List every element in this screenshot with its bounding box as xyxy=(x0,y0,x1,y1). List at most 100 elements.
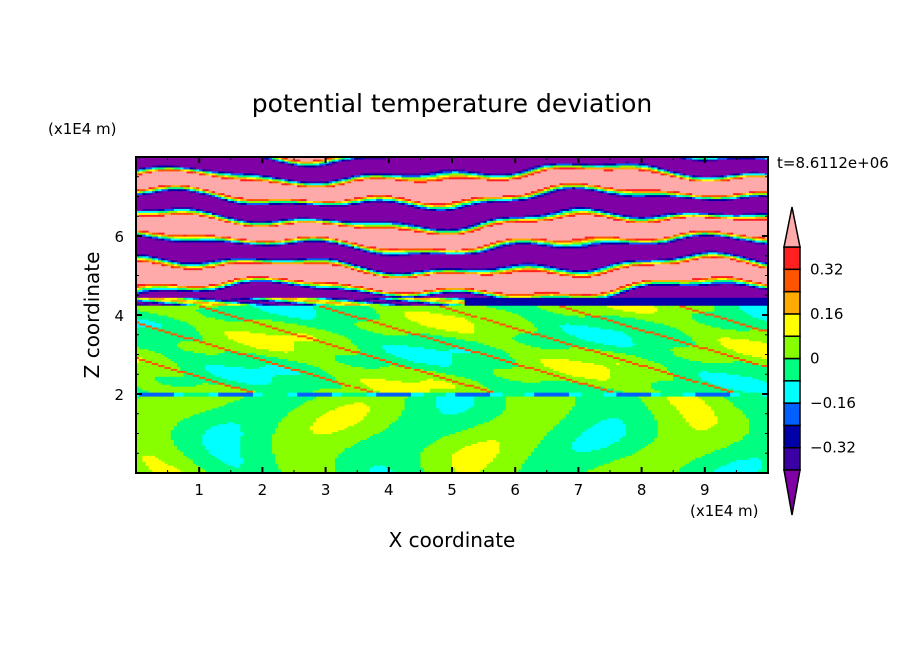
contour-cell xyxy=(685,216,706,219)
contour-cell xyxy=(189,186,194,190)
contour-cell xyxy=(673,174,677,178)
contour-cell xyxy=(401,174,421,178)
contour-cell xyxy=(350,313,380,316)
contour-cell xyxy=(749,338,769,342)
contour-cell xyxy=(136,224,245,227)
contour-cell xyxy=(363,269,368,273)
contour-cell xyxy=(477,315,523,318)
contour-cell xyxy=(398,228,409,231)
contour-cell xyxy=(499,245,504,249)
contour-cell xyxy=(654,439,741,442)
contour-cell xyxy=(271,360,298,363)
contour-cell xyxy=(338,257,658,261)
contour-cell xyxy=(420,251,431,255)
contour-cell xyxy=(136,218,219,221)
contour-cell xyxy=(591,267,595,271)
contour-cell xyxy=(474,386,482,389)
contour-cell xyxy=(559,305,567,308)
contour-cell xyxy=(692,158,700,162)
contour-cell xyxy=(205,168,213,172)
contour-cell xyxy=(733,279,741,283)
contour-cell xyxy=(208,287,216,290)
contour-cell xyxy=(224,285,229,288)
contour-cell xyxy=(136,176,222,180)
contour-cell xyxy=(199,305,207,308)
contour-cell xyxy=(739,283,747,286)
contour-cell xyxy=(347,261,352,265)
contour-cell xyxy=(758,236,766,239)
contour-cell xyxy=(581,360,627,363)
contour-cell xyxy=(208,212,213,215)
contour-cell xyxy=(613,390,624,393)
contour-cell xyxy=(167,285,178,288)
contour-cell xyxy=(136,318,150,322)
contour-cell xyxy=(470,378,510,381)
y-tick-label: 6 xyxy=(114,228,124,246)
contour-cell xyxy=(218,192,222,196)
contour-cell xyxy=(240,453,276,456)
contour-cell xyxy=(433,441,478,444)
contour-cell xyxy=(676,174,681,178)
contour-cell xyxy=(628,285,633,288)
contour-cell xyxy=(379,303,384,306)
contour-cell xyxy=(540,441,573,444)
contour-cell xyxy=(534,168,538,172)
contour-cell xyxy=(136,164,153,168)
contour-cell xyxy=(496,218,504,221)
contour-cell xyxy=(170,206,194,209)
contour-cell xyxy=(398,415,497,419)
contour-cell xyxy=(237,352,248,356)
contour-cell xyxy=(136,267,184,271)
contour-cell xyxy=(237,350,241,354)
contour-cell xyxy=(531,166,535,170)
contour-cell xyxy=(505,237,510,241)
contour-cell xyxy=(670,370,703,373)
contour-cell xyxy=(682,413,715,417)
contour-cell xyxy=(139,320,156,324)
contour-cell xyxy=(461,267,488,271)
contour-cell xyxy=(426,334,444,338)
contour-cell xyxy=(698,257,731,261)
contour-cell xyxy=(682,394,696,397)
contour-cell xyxy=(692,157,700,160)
contour-cell xyxy=(572,307,614,310)
contour-cell xyxy=(338,157,342,160)
contour-cell xyxy=(622,287,627,290)
contour-cell xyxy=(496,220,504,223)
contour-cell xyxy=(597,293,605,296)
contour-cell xyxy=(628,287,633,290)
contour-cell xyxy=(736,236,741,239)
contour-cell xyxy=(341,178,346,182)
contour-cell xyxy=(452,309,459,312)
contour-cell xyxy=(136,322,140,326)
contour-cell xyxy=(483,243,488,247)
contour-cell xyxy=(404,224,409,227)
contour-cell xyxy=(493,291,497,294)
contour-cell xyxy=(549,214,554,217)
contour-cell xyxy=(477,174,485,178)
contour-cell xyxy=(758,263,763,267)
contour-cell xyxy=(205,297,216,300)
contour-cell xyxy=(278,465,336,468)
contour-cell xyxy=(527,174,671,178)
contour-cell xyxy=(452,360,507,363)
contour-cell xyxy=(625,216,630,219)
contour-cell xyxy=(448,172,466,176)
contour-cell xyxy=(616,265,621,269)
contour-cell xyxy=(638,283,643,286)
contour-cell xyxy=(347,283,352,286)
contour-cell xyxy=(275,455,339,458)
contour-cell xyxy=(136,305,200,308)
contour-cell xyxy=(505,401,576,405)
contour-cell xyxy=(682,415,719,419)
contour-cell xyxy=(218,405,298,409)
contour-cell xyxy=(723,386,769,389)
contour-cell xyxy=(531,330,535,334)
contour-cell xyxy=(259,322,267,326)
contour-cell xyxy=(385,465,421,468)
contour-cell xyxy=(354,174,361,178)
contour-cell xyxy=(477,380,523,383)
contour-cell xyxy=(328,236,586,239)
contour-cell xyxy=(470,224,475,227)
contour-cell xyxy=(745,281,750,284)
